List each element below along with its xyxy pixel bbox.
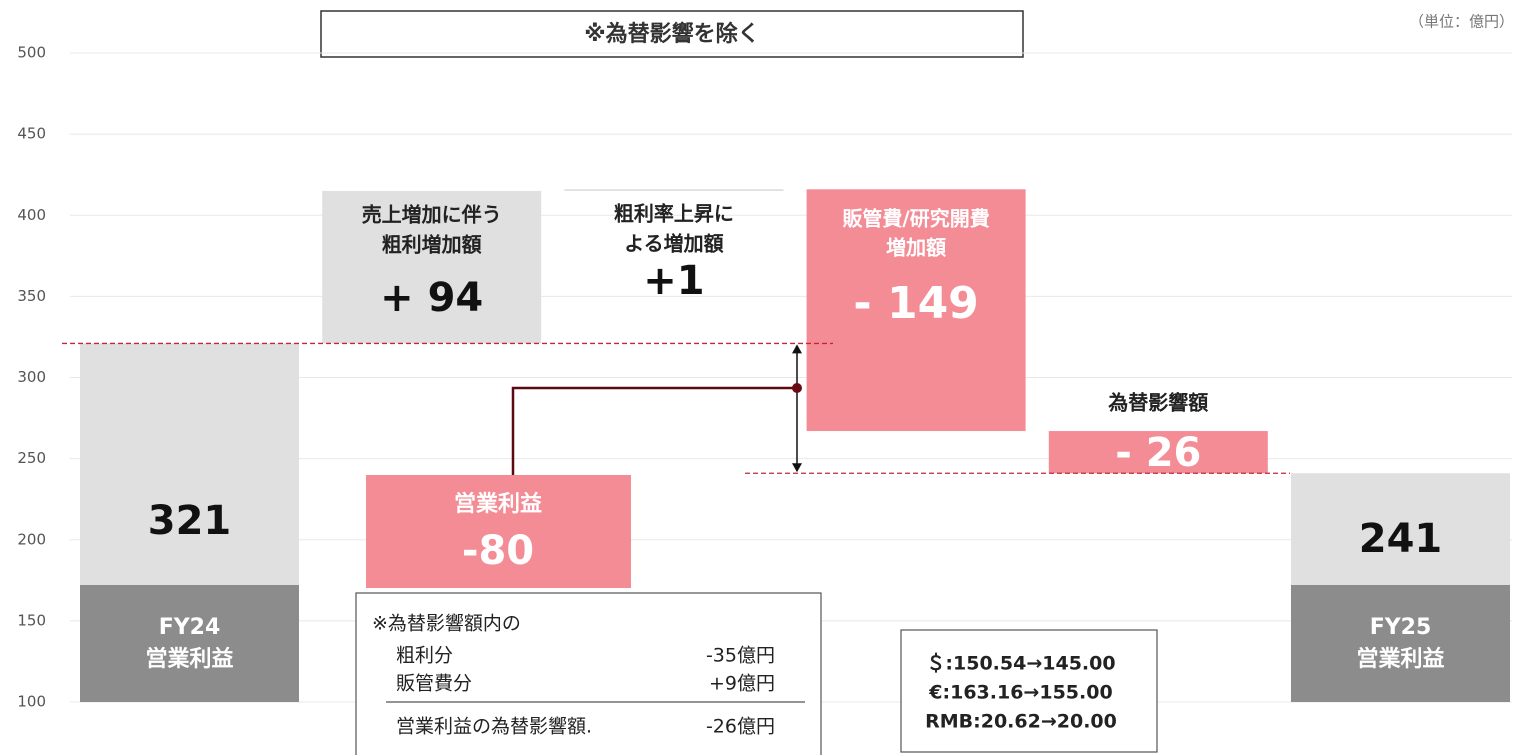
y-tick-label: 350	[17, 287, 46, 305]
arrow-head	[792, 344, 802, 354]
fx-note-total-label: 営業利益の為替影響額.	[396, 716, 592, 738]
rate: RMB:20.62→20.00	[925, 711, 1117, 733]
change-box	[366, 475, 631, 588]
title-box	[320, 10, 1024, 58]
step-value: - 149	[853, 278, 978, 329]
step-value: - 26	[1115, 430, 1201, 476]
fx-note-amount: +9億円	[709, 673, 775, 695]
y-tick-label: 150	[17, 611, 46, 629]
connector	[511, 386, 797, 475]
fx-note-item: 販管費分	[396, 673, 472, 695]
y-tick-label: 100	[17, 693, 46, 711]
y-tick-label: 250	[17, 449, 46, 467]
total-value: 321	[148, 498, 232, 544]
step-label: 粗利率上昇に	[614, 202, 734, 226]
total-label-box	[1291, 585, 1510, 702]
fx-note-amount: -35億円	[706, 645, 775, 667]
rate: ＄:150.54→145.00	[926, 652, 1115, 675]
y-tick-label: 300	[17, 368, 46, 386]
step-label: 販管費/研究開費	[842, 207, 989, 231]
change-label: 営業利益	[454, 491, 542, 517]
change-value: -80	[462, 528, 534, 574]
y-tick-label: 400	[17, 206, 46, 224]
rate: €:163.16→155.00	[928, 682, 1112, 704]
y-tick-label: 500	[17, 44, 46, 62]
step-bar	[1048, 431, 1268, 474]
step-label: 売上増加に伴う	[362, 203, 502, 227]
step-value: +1	[643, 258, 704, 304]
step-bar	[806, 189, 1026, 432]
total-label-box	[80, 585, 299, 702]
step-label: 増加額	[886, 236, 946, 260]
step-label: よる増加額	[624, 232, 723, 256]
arrow-head	[792, 463, 802, 473]
y-tick-label: 450	[17, 125, 46, 143]
step-value: + 94	[380, 275, 483, 321]
step-label: 為替影響額	[1108, 391, 1208, 415]
step-bar	[564, 189, 784, 191]
fx-note-item: 粗利分	[396, 645, 453, 667]
step-bar	[322, 190, 542, 344]
rates-box	[900, 629, 1158, 753]
total-label: FY24	[159, 615, 221, 640]
total-label: 営業利益	[1356, 646, 1444, 672]
y-tick-label: 200	[17, 530, 46, 548]
total-label: FY25	[1370, 615, 1432, 640]
fx-note-box	[355, 592, 822, 755]
total-value: 241	[1359, 516, 1443, 562]
total-label: 営業利益	[145, 646, 233, 672]
unit-label: （単位：億円）	[1409, 13, 1514, 31]
step-label: 粗利増加額	[382, 233, 482, 257]
connector-dot	[792, 383, 802, 393]
chart-title: ※為替影響を除く	[584, 21, 759, 47]
fx-note-total-amount: -26億円	[706, 716, 775, 738]
fx-note-title: ※為替影響額内の	[372, 613, 521, 635]
